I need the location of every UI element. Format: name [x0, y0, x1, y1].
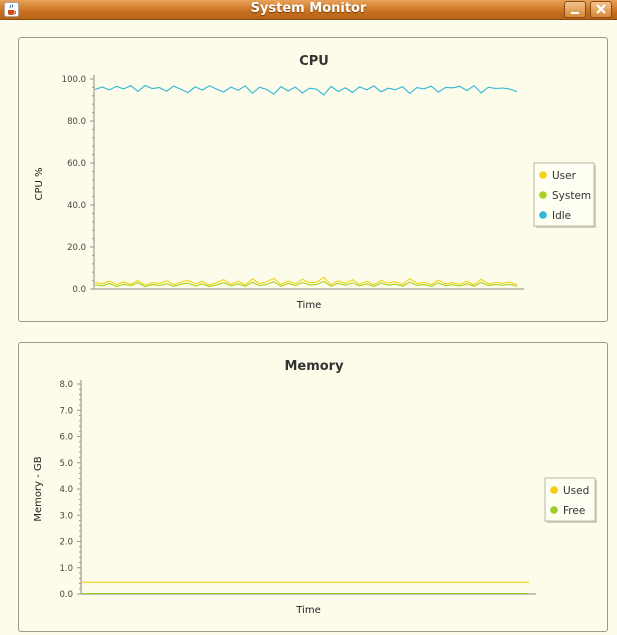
y-tick-label: 3.0	[59, 511, 73, 521]
y-tick-label: 1.0	[59, 564, 73, 574]
legend-label-free: Free	[563, 505, 585, 517]
chart-title: Memory	[284, 359, 344, 374]
series-line-user	[94, 276, 518, 286]
y-tick-label: 60.0	[67, 159, 86, 169]
y-tick-label: 0.0	[59, 590, 73, 600]
minimize-icon	[571, 12, 579, 14]
y-tick-label: 4.0	[59, 485, 73, 495]
y-tick-label: 40.0	[67, 201, 86, 211]
minimize-button[interactable]	[564, 1, 586, 18]
x-axis-label: Time	[296, 300, 321, 311]
legend-marker-system	[539, 191, 547, 199]
y-tick-label: 6.0	[59, 433, 73, 443]
legend-marker-free	[550, 506, 558, 514]
y-axis-label: Memory - GB	[33, 456, 44, 521]
legend-label-used: Used	[563, 485, 589, 497]
y-tick-label: 2.0	[59, 538, 73, 548]
y-tick-label: 7.0	[59, 406, 73, 416]
legend-box	[544, 477, 596, 522]
cpu-chart: CPU 100.0 80.0 60.0 40.0 20.0 0.0 Time CPU % User…	[34, 54, 596, 311]
series-line-system	[94, 280, 518, 288]
close-icon	[596, 4, 606, 14]
legend-label-user: User	[552, 170, 577, 182]
memory-chart: Memory 8.0 7.0 6.0 5.0 4.0 3.0 2.0 1.0 0.0 Time Mem…	[33, 359, 597, 616]
legend-marker-user	[539, 171, 547, 179]
window-titlebar[interactable]: System Monitor	[0, 0, 617, 20]
x-axis-label: Time	[295, 605, 320, 616]
y-tick-label: 5.0	[59, 459, 73, 469]
close-button[interactable]	[590, 1, 612, 18]
y-tick-label: 80.0	[67, 117, 86, 127]
y-tick-label: 8.0	[59, 380, 73, 390]
cpu-chart-panel: CPU 100.0 80.0 60.0 40.0 20.0 0.0 Time CPU % User…	[18, 37, 608, 322]
window-title: System Monitor	[250, 1, 367, 16]
legend-label-idle: Idle	[552, 210, 571, 222]
java-cup-icon	[4, 2, 19, 17]
memory-chart-panel: Memory 8.0 7.0 6.0 5.0 4.0 3.0 2.0 1.0 0.0 Time Mem…	[18, 342, 608, 632]
legend-marker-idle	[539, 211, 547, 219]
legend-marker-used	[550, 486, 558, 494]
y-tick-label: 20.0	[67, 243, 86, 253]
y-tick-label: 100.0	[62, 75, 86, 85]
y-tick-label: 0.0	[72, 285, 86, 295]
legend-label-system: System	[552, 190, 591, 202]
series-line-idle	[94, 84, 518, 96]
chart-title: CPU	[299, 54, 329, 69]
y-axis-label: CPU %	[34, 167, 45, 200]
